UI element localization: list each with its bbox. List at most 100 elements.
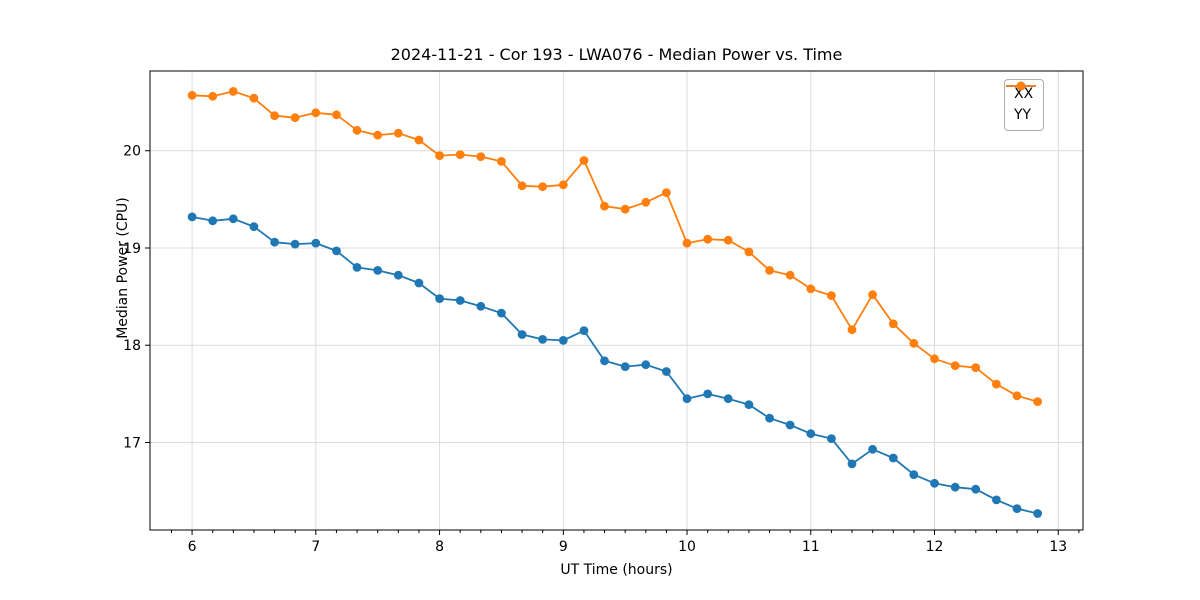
x-minor-ticks xyxy=(170,530,1080,533)
data-point xyxy=(930,354,939,364)
plot-border xyxy=(149,70,1084,531)
data-point xyxy=(517,181,527,191)
chart-title: 2024-11-21 - Cor 193 - LWA076 - Median P… xyxy=(390,45,843,64)
data-point xyxy=(1033,509,1042,518)
data-point xyxy=(909,470,919,479)
x-tick-label: 12 xyxy=(926,539,944,555)
data-point xyxy=(600,356,609,366)
data-point xyxy=(249,93,259,103)
x-tick-label: 8 xyxy=(435,539,444,555)
data-point xyxy=(373,266,383,275)
data-point xyxy=(971,484,981,494)
series-line xyxy=(191,90,1039,403)
data-point xyxy=(662,367,671,376)
data-point xyxy=(352,263,362,272)
data-point xyxy=(620,362,630,371)
grid xyxy=(150,71,1083,530)
data-point xyxy=(208,91,218,101)
y-tick-label: 18 xyxy=(123,338,141,354)
data-point xyxy=(744,400,754,409)
x-tick-label: 13 xyxy=(1049,539,1067,555)
data-point xyxy=(847,325,857,335)
legend-label: XX xyxy=(1014,86,1034,102)
data-point xyxy=(208,216,218,226)
series-line xyxy=(191,215,1039,515)
data-point xyxy=(270,111,279,121)
y-tick-label: 19 xyxy=(123,241,141,257)
data-point xyxy=(435,294,444,303)
data-point xyxy=(827,291,836,300)
data-point xyxy=(435,151,444,161)
data-point xyxy=(290,239,300,249)
data-point xyxy=(476,301,486,311)
data-point xyxy=(270,237,279,247)
data-point xyxy=(971,363,981,372)
data-point xyxy=(187,90,197,100)
data-point xyxy=(393,128,403,138)
data-point xyxy=(992,379,1001,389)
data-point xyxy=(744,247,754,257)
data-point xyxy=(558,180,568,190)
data-point xyxy=(228,214,238,224)
y-tick-label: 17 xyxy=(123,435,141,451)
data-point xyxy=(662,188,671,198)
x-tick-label: 6 xyxy=(188,539,197,555)
data-point xyxy=(455,150,465,160)
data-point xyxy=(703,234,713,244)
data-point xyxy=(765,266,774,275)
x-tick-label: 7 xyxy=(311,539,320,555)
legend-marker xyxy=(1016,81,1026,91)
data-point xyxy=(228,87,238,96)
data-point xyxy=(641,360,651,370)
data-point xyxy=(620,204,630,214)
data-point xyxy=(827,434,836,443)
data-point xyxy=(847,459,857,469)
data-point xyxy=(476,152,486,162)
data-point xyxy=(950,361,960,371)
data-point xyxy=(497,157,506,166)
data-point xyxy=(352,125,362,135)
data-point xyxy=(1033,397,1042,406)
data-point xyxy=(992,495,1001,505)
x-tick-label: 10 xyxy=(678,539,696,555)
data-point xyxy=(290,113,300,123)
series-xx xyxy=(187,212,1042,518)
data-point xyxy=(517,330,527,339)
data-point xyxy=(538,335,547,344)
x-tick-label: 11 xyxy=(802,539,820,555)
data-point xyxy=(806,284,816,294)
data-point xyxy=(1012,391,1022,401)
legend: XX YY xyxy=(1004,79,1045,131)
data-point xyxy=(723,394,733,404)
data-point xyxy=(187,212,197,222)
x-tick-label: 9 xyxy=(559,539,568,555)
data-point xyxy=(1012,504,1022,513)
data-point xyxy=(579,326,589,335)
data-point xyxy=(682,394,692,404)
data-point xyxy=(723,235,733,245)
legend-line-marker-icon xyxy=(1006,81,1036,91)
data-point xyxy=(538,182,547,192)
data-point xyxy=(888,319,898,329)
y-tick-label: 20 xyxy=(123,144,141,160)
data-point xyxy=(950,482,960,492)
data-point xyxy=(249,222,259,232)
x-axis: 6 7 8 9 10 11 12 13 xyxy=(188,530,1067,555)
data-point xyxy=(785,270,795,280)
data-point xyxy=(558,336,568,345)
data-point xyxy=(682,238,692,248)
data-point xyxy=(868,290,877,300)
data-point xyxy=(930,478,939,488)
data-point xyxy=(600,201,609,211)
data-point xyxy=(579,156,589,165)
data-point xyxy=(311,238,321,248)
legend-label: YY xyxy=(1014,107,1032,123)
data-point xyxy=(868,444,877,454)
y-axis: 17 18 19 20 xyxy=(123,144,150,451)
legend-item-yy: YY xyxy=(1006,81,1036,126)
data-point xyxy=(765,413,774,423)
data-point xyxy=(373,130,383,140)
data-point xyxy=(414,278,424,288)
